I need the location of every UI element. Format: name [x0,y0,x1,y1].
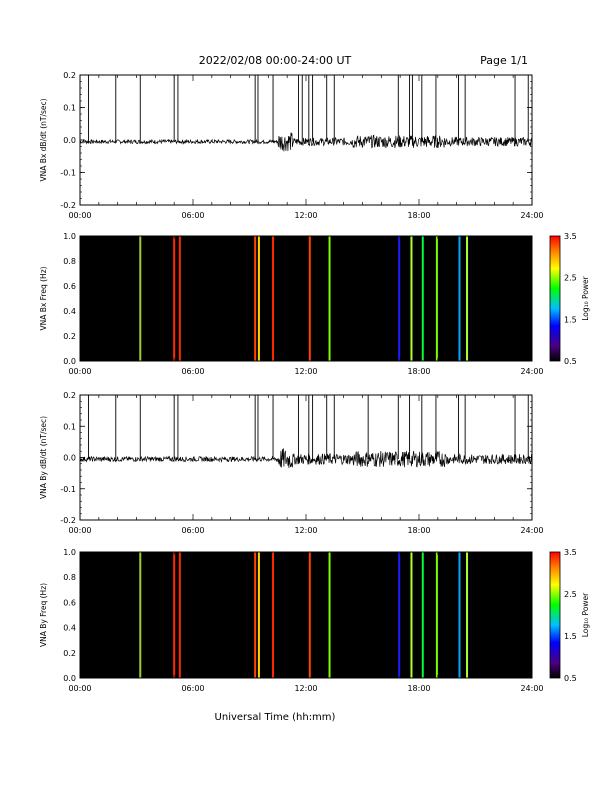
y-tick-label: 1.0 [63,232,76,241]
spectral-line-9 [398,236,401,361]
y-tick-label: 0.2 [63,332,76,341]
colorbar-tick-label: 2.5 [564,590,577,599]
spectral-line-10 [410,236,413,361]
y-tick-label: 0.0 [63,136,76,145]
y-axis-label: VNA Bx Freq (Hz) [39,266,48,330]
spectral-line-13 [458,236,461,361]
spectral-line-2 [173,552,176,678]
x-tick-label: 12:00 [294,684,317,693]
spectral-line-12 [435,552,438,678]
spectral-line-7 [308,552,311,678]
spectral-line-11 [421,552,424,678]
y-tick-label: 0.1 [63,422,76,431]
x-tick-label: 00:00 [68,211,91,220]
spectral-line-9 [398,552,401,678]
y-tick-label: 0.0 [63,454,76,463]
y-tick-label: 0.0 [63,674,76,683]
spectral-line-1 [139,552,142,678]
y-tick-label: 0.2 [63,71,76,80]
panel-3: 0.2 0.1 0.0 -0.1 -0.200:00 06:00 12:00 18:00 24:… [39,391,544,535]
x-tick-label: 24:00 [520,367,543,376]
x-tick-label: 24:00 [520,684,543,693]
colorbar-tick-label: 2.5 [564,274,577,283]
y-axis-label: VNA By dB/dt (nT/sec) [39,416,48,499]
x-tick-label: 00:00 [68,526,91,535]
page-number: Page 1/1 [480,54,528,67]
x-tick-label: 06:00 [181,211,204,220]
x-tick-label: 18:00 [407,367,430,376]
y-tick-label: 0.4 [63,624,76,633]
data-trace [79,132,533,152]
spectral-line-13 [458,552,461,678]
spectral-line-3 [178,236,181,361]
spectral-line-6 [272,552,275,678]
colorbar [549,235,561,362]
y-tick-label: 0.6 [63,598,76,607]
y-axis-label: VNA By Freq (Hz) [39,583,48,647]
y-tick-label: -0.2 [60,201,76,210]
spectral-line-3 [178,552,181,678]
y-tick-label: 0.4 [63,307,76,316]
x-axis-label: Universal Time (hh:mm) [215,712,336,723]
x-tick-label: 06:00 [181,684,204,693]
y-tick-label: -0.1 [60,485,76,494]
x-tick-label: 18:00 [407,211,430,220]
spectral-line-14 [466,236,469,361]
colorbar-tick-label: 3.5 [564,548,577,557]
y-tick-label: 0.8 [63,573,76,582]
y-tick-label: 0.2 [63,391,76,400]
spectral-line-11 [421,236,424,361]
y-tick-label: 0.2 [63,649,76,658]
y-tick-label: -0.2 [60,516,76,525]
x-tick-label: 00:00 [68,684,91,693]
colorbar-tick-label: 0.5 [564,674,577,683]
spectral-line-4 [254,552,257,678]
spectral-line-6 [272,236,275,361]
spectral-line-14 [466,552,469,678]
x-tick-label: 12:00 [294,526,317,535]
spectral-line-5 [257,236,260,361]
figure-title: 2022/02/08 00:00-24:00 UT [199,54,352,67]
panel-4: 3.5 2.5 1.5 0.5 Log₁₀ Power 1.0 0.8 0.6 0.4 0.2 0.… [39,548,590,693]
spectral-line-7 [308,236,311,361]
colorbar-tick-label: 3.5 [564,232,577,241]
x-tick-label: 12:00 [294,367,317,376]
heatmap-background [80,236,532,361]
spectral-line-8 [328,236,331,361]
spectral-line-2 [173,236,176,361]
y-tick-label: 0.1 [63,104,76,113]
x-tick-label: 18:00 [407,684,430,693]
heatmap-background [80,552,532,678]
colorbar-tick-label: 1.5 [564,315,577,324]
x-tick-label: 06:00 [181,526,204,535]
panel-2: 3.5 2.5 1.5 0.5 Log₁₀ Power 1.0 0.8 0.6 0.4 0.2 0.… [39,232,590,376]
data-trace [79,448,533,469]
colorbar-tick-label: 0.5 [564,357,577,366]
spectral-line-8 [328,552,331,678]
colorbar-tick-label: 1.5 [564,632,577,641]
x-tick-label: 24:00 [520,211,543,220]
x-tick-label: 00:00 [68,367,91,376]
x-tick-label: 12:00 [294,211,317,220]
spectral-line-1 [139,236,142,361]
y-tick-label: 0.8 [63,257,76,266]
y-tick-label: 0.0 [63,357,76,366]
x-tick-label: 24:00 [520,526,543,535]
spectral-line-12 [435,236,438,361]
x-tick-label: 06:00 [181,367,204,376]
spectral-line-4 [254,236,257,361]
y-tick-label: 1.0 [63,548,76,557]
colorbar [549,551,561,679]
colorbar-label: Log₁₀ Power [581,592,590,637]
y-axis-label: VNA Bx dB/dt (nT/sec) [39,98,48,181]
spectral-line-10 [410,552,413,678]
panel-1: 0.2 0.1 0.0 -0.1 -0.200:00 06:00 12:00 18:00 24:… [39,71,544,220]
colorbar-label: Log₁₀ Power [581,275,590,320]
spectral-line-5 [257,552,260,678]
y-tick-label: -0.1 [60,169,76,178]
x-tick-label: 18:00 [407,526,430,535]
y-tick-label: 0.6 [63,282,76,291]
